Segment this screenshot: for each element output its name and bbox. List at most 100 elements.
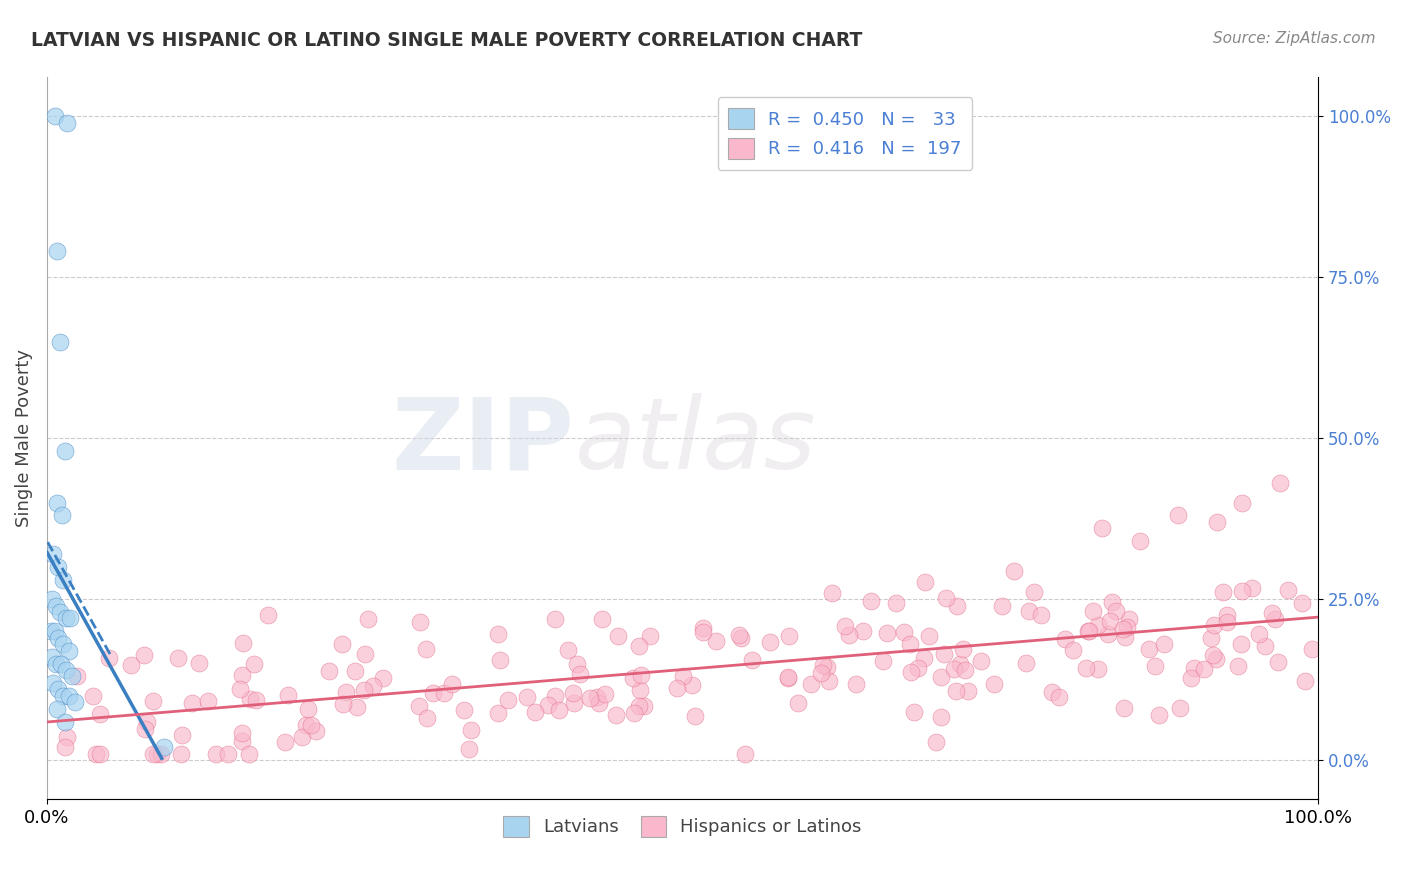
Point — [1301, 641, 1323, 656]
Point — [1004, 564, 1026, 578]
Point — [134, 722, 156, 736]
Point — [569, 667, 592, 681]
Point — [170, 747, 193, 761]
Point — [544, 612, 567, 626]
Point — [486, 706, 509, 720]
Point — [516, 690, 538, 704]
Point — [872, 654, 894, 668]
Point — [149, 747, 172, 761]
Point — [903, 705, 925, 719]
Point — [460, 723, 482, 738]
Point — [1097, 626, 1119, 640]
Point — [231, 726, 253, 740]
Point — [371, 671, 394, 685]
Point — [217, 747, 239, 761]
Text: LATVIAN VS HISPANIC OR LATINO SINGLE MALE POVERTY CORRELATION CHART: LATVIAN VS HISPANIC OR LATINO SINGLE MAL… — [31, 31, 862, 50]
Point — [49, 657, 72, 671]
Text: atlas: atlas — [575, 393, 815, 491]
Point — [983, 677, 1005, 691]
Point — [942, 662, 965, 676]
Point — [628, 682, 651, 697]
Point — [1129, 534, 1152, 549]
Point — [48, 605, 70, 619]
Point — [606, 629, 628, 643]
Point — [970, 655, 993, 669]
Point — [441, 677, 464, 691]
Point — [56, 731, 79, 745]
Point — [991, 599, 1014, 614]
Point — [197, 694, 219, 708]
Point — [1040, 685, 1063, 699]
Point — [53, 714, 76, 729]
Point — [953, 664, 976, 678]
Point — [1147, 708, 1170, 723]
Text: ZIP: ZIP — [392, 393, 575, 491]
Point — [55, 611, 77, 625]
Point — [205, 747, 228, 761]
Point — [1294, 673, 1316, 688]
Point — [346, 700, 368, 714]
Point — [1053, 632, 1076, 647]
Point — [299, 718, 322, 732]
Point — [1212, 585, 1234, 599]
Point — [330, 637, 353, 651]
Point — [53, 739, 76, 754]
Point — [1204, 618, 1226, 632]
Point — [630, 667, 652, 681]
Point — [623, 706, 645, 720]
Point — [274, 734, 297, 748]
Point — [778, 629, 800, 643]
Point — [142, 694, 165, 708]
Point — [153, 740, 176, 755]
Point — [46, 244, 69, 259]
Point — [884, 596, 907, 610]
Point — [1137, 641, 1160, 656]
Point — [593, 687, 616, 701]
Point — [1230, 495, 1253, 509]
Point — [536, 698, 558, 712]
Point — [730, 631, 752, 645]
Point — [1114, 630, 1136, 644]
Point — [838, 627, 860, 641]
Point — [181, 696, 204, 710]
Point — [42, 547, 65, 561]
Point — [1099, 614, 1122, 628]
Point — [295, 718, 318, 732]
Point — [914, 575, 936, 590]
Point — [46, 495, 69, 509]
Point — [818, 674, 841, 689]
Point — [422, 686, 444, 700]
Point — [834, 618, 856, 632]
Point — [605, 708, 627, 723]
Point — [591, 612, 613, 626]
Point — [1205, 515, 1227, 529]
Point — [243, 657, 266, 671]
Point — [627, 698, 650, 713]
Point — [187, 656, 209, 670]
Point — [876, 625, 898, 640]
Point — [1081, 604, 1104, 618]
Point — [557, 643, 579, 657]
Point — [48, 334, 70, 349]
Point — [1076, 661, 1098, 675]
Point — [813, 657, 835, 672]
Point — [1199, 631, 1222, 645]
Point — [1087, 618, 1109, 632]
Point — [1087, 662, 1109, 676]
Point — [46, 560, 69, 574]
Point — [945, 684, 967, 698]
Point — [82, 690, 104, 704]
Point — [55, 663, 77, 677]
Point — [1047, 690, 1070, 704]
Point — [277, 688, 299, 702]
Point — [63, 695, 86, 709]
Point — [627, 640, 650, 654]
Point — [935, 591, 957, 605]
Point — [1205, 652, 1227, 666]
Point — [949, 657, 972, 671]
Point — [51, 508, 73, 523]
Point — [1153, 637, 1175, 651]
Point — [1115, 619, 1137, 633]
Point — [66, 669, 89, 683]
Point — [912, 650, 935, 665]
